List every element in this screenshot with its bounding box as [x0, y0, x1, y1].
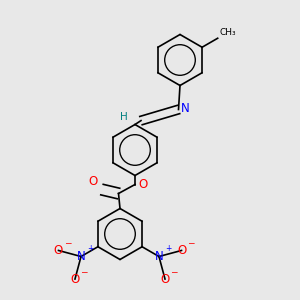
Text: −: −: [64, 238, 71, 247]
Text: −: −: [187, 238, 194, 247]
Text: O: O: [177, 244, 186, 257]
Text: N: N: [154, 250, 163, 263]
Text: +: +: [88, 244, 94, 253]
Text: N: N: [181, 102, 190, 116]
Text: N: N: [77, 250, 85, 263]
Text: +: +: [166, 244, 172, 253]
Text: CH₃: CH₃: [219, 28, 236, 37]
Text: O: O: [70, 272, 80, 286]
Text: O: O: [88, 175, 98, 188]
Text: −: −: [80, 267, 88, 276]
Text: −: −: [170, 267, 178, 276]
Text: O: O: [54, 244, 63, 257]
Text: O: O: [139, 178, 148, 191]
Text: O: O: [160, 272, 169, 286]
Text: H: H: [120, 112, 128, 122]
